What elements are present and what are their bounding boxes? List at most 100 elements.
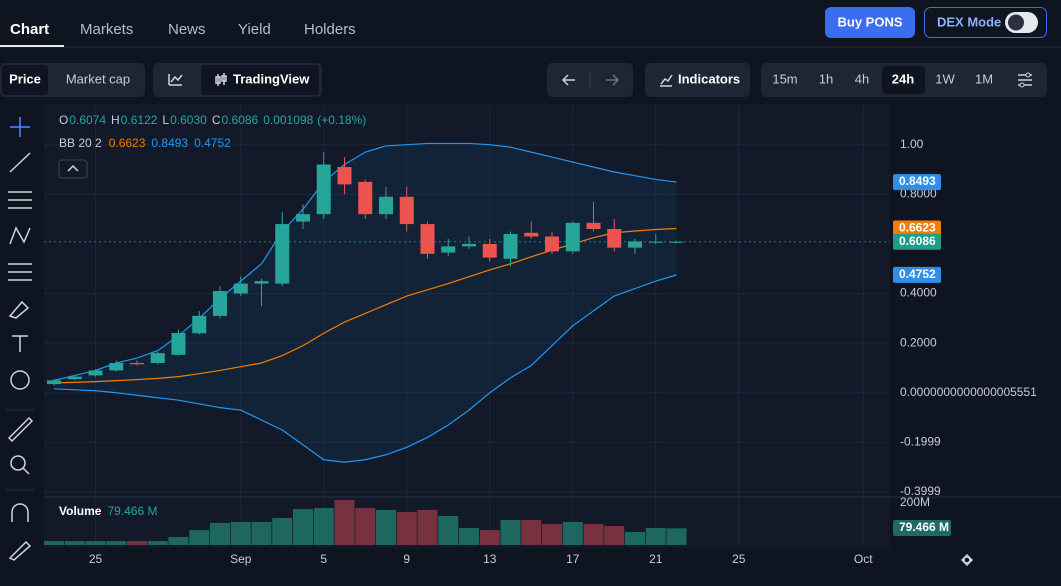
line-chart-icon[interactable]	[168, 74, 183, 86]
volume-bar	[168, 537, 189, 545]
volume-bar	[230, 521, 251, 545]
prediction-tool[interactable]	[8, 263, 32, 281]
candle-body	[233, 283, 248, 294]
redo-arrow[interactable]	[606, 74, 620, 86]
candle-body	[296, 214, 310, 222]
candle-body	[586, 222, 601, 230]
y-tick-label: -0.1999	[900, 435, 941, 449]
candle-body	[379, 196, 393, 215]
dex-label[interactable]: DEX Mode	[937, 14, 1001, 29]
y-tick-label: 1.00	[900, 137, 924, 151]
zoom-tool[interactable]	[10, 455, 26, 471]
candle-body	[628, 241, 642, 248]
candle-body	[545, 236, 559, 252]
collapse-button[interactable]	[58, 159, 88, 179]
candle-body	[275, 224, 290, 284]
candle-body	[192, 315, 207, 334]
candle-body	[171, 332, 186, 355]
buy-label[interactable]: Buy PONS	[837, 14, 902, 29]
volume-bar	[438, 516, 459, 545]
emoji-tool[interactable]	[10, 370, 30, 390]
candle-body	[213, 291, 227, 316]
text-tool[interactable]	[12, 335, 28, 352]
ohlc-value: 0.6030	[170, 113, 207, 127]
candle-body	[337, 167, 352, 185]
price-label[interactable]: Price	[9, 71, 41, 86]
tradingview-label[interactable]: TradingView	[233, 71, 310, 86]
pattern-tool[interactable]	[9, 226, 31, 245]
volume-value: 79.466 M	[107, 504, 157, 518]
interval[interactable]: 4h	[855, 71, 869, 86]
candle-icon	[215, 73, 227, 86]
ohlc-letter: H	[111, 113, 120, 127]
candle-body	[503, 234, 518, 259]
dex-button[interactable]	[924, 7, 1047, 38]
ohlc-letter: L	[162, 113, 169, 127]
y-tick-label: 0.0000000000000005551	[900, 385, 1037, 399]
interval-selected[interactable]	[882, 66, 925, 94]
bb-upper-value: 0.8493	[151, 136, 188, 150]
brush-tool[interactable]	[8, 300, 30, 319]
volume-bar	[210, 522, 230, 545]
interval[interactable]: 1h	[819, 71, 833, 86]
nav-tab[interactable]: Holders	[304, 21, 356, 38]
price-selected[interactable]	[2, 65, 48, 95]
eraser-tool[interactable]	[8, 540, 32, 561]
ohlc-value: 0.6074	[69, 113, 106, 127]
chart-settings-icon[interactable]	[960, 553, 974, 567]
x-tick-label: Oct	[854, 552, 873, 566]
tradingview-selected[interactable]	[201, 65, 319, 95]
indicators-icon	[660, 74, 673, 87]
volume-bar	[272, 517, 293, 545]
nav-tab[interactable]: Markets	[80, 21, 133, 38]
magnet-tool[interactable]	[11, 503, 29, 522]
volume-bar	[293, 509, 313, 545]
change-value: 0.001098	[263, 113, 313, 127]
volume-tag-label: 79.466 M	[899, 520, 949, 534]
candle-body	[88, 370, 103, 376]
zoom-handle	[22, 467, 30, 475]
volume-bar	[313, 508, 334, 545]
indicators-label[interactable]: Indicators	[678, 71, 740, 86]
toggle-knob	[1008, 14, 1024, 31]
candle-body	[67, 376, 82, 380]
candle-body	[482, 243, 497, 258]
ohlc-letter: O	[59, 113, 68, 127]
nav-tab[interactable]: News	[168, 21, 206, 38]
x-tick-label: 17	[566, 552, 580, 566]
volume-bar	[542, 524, 562, 545]
buy-button[interactable]	[825, 7, 915, 38]
bb-middle-tag-label: 0.6623	[899, 221, 936, 235]
trendline-tool[interactable]	[9, 152, 31, 173]
volume-bar	[251, 521, 272, 545]
ohlc-letter: C	[212, 113, 221, 127]
undo-arrow[interactable]	[561, 74, 575, 86]
y-tick-label: 0.2000	[900, 335, 937, 349]
volume-bar	[562, 521, 583, 545]
nav-tab[interactable]: Chart	[10, 21, 49, 38]
volume-bar	[500, 520, 521, 545]
nav-tab[interactable]: Yield	[238, 21, 271, 38]
interval[interactable]: 24h	[892, 71, 914, 86]
bb-upper	[53, 142, 677, 381]
candle-body	[524, 232, 539, 237]
settings-knob	[1025, 72, 1031, 78]
last-price-tag-label: 0.6086	[899, 234, 936, 248]
volume-bar	[127, 541, 147, 545]
fib-tool[interactable]	[8, 191, 32, 209]
interval[interactable]: 1M	[975, 71, 993, 86]
volume-bar	[396, 512, 417, 545]
volume-bar	[85, 541, 106, 545]
ruler-tool[interactable]	[7, 416, 34, 443]
volume-bar	[645, 527, 666, 545]
interval[interactable]: 1W	[935, 71, 955, 86]
volume-tick-label: 200M	[900, 495, 930, 509]
volume-bar	[147, 541, 168, 545]
interval[interactable]: 15m	[772, 71, 797, 86]
crosshair-tool[interactable]	[10, 117, 30, 137]
volume-bar	[604, 526, 625, 545]
volume-bar	[417, 509, 438, 545]
candle-body	[109, 363, 124, 371]
indicators-button[interactable]	[645, 63, 750, 97]
market-cap-label[interactable]: Market cap	[66, 71, 130, 86]
